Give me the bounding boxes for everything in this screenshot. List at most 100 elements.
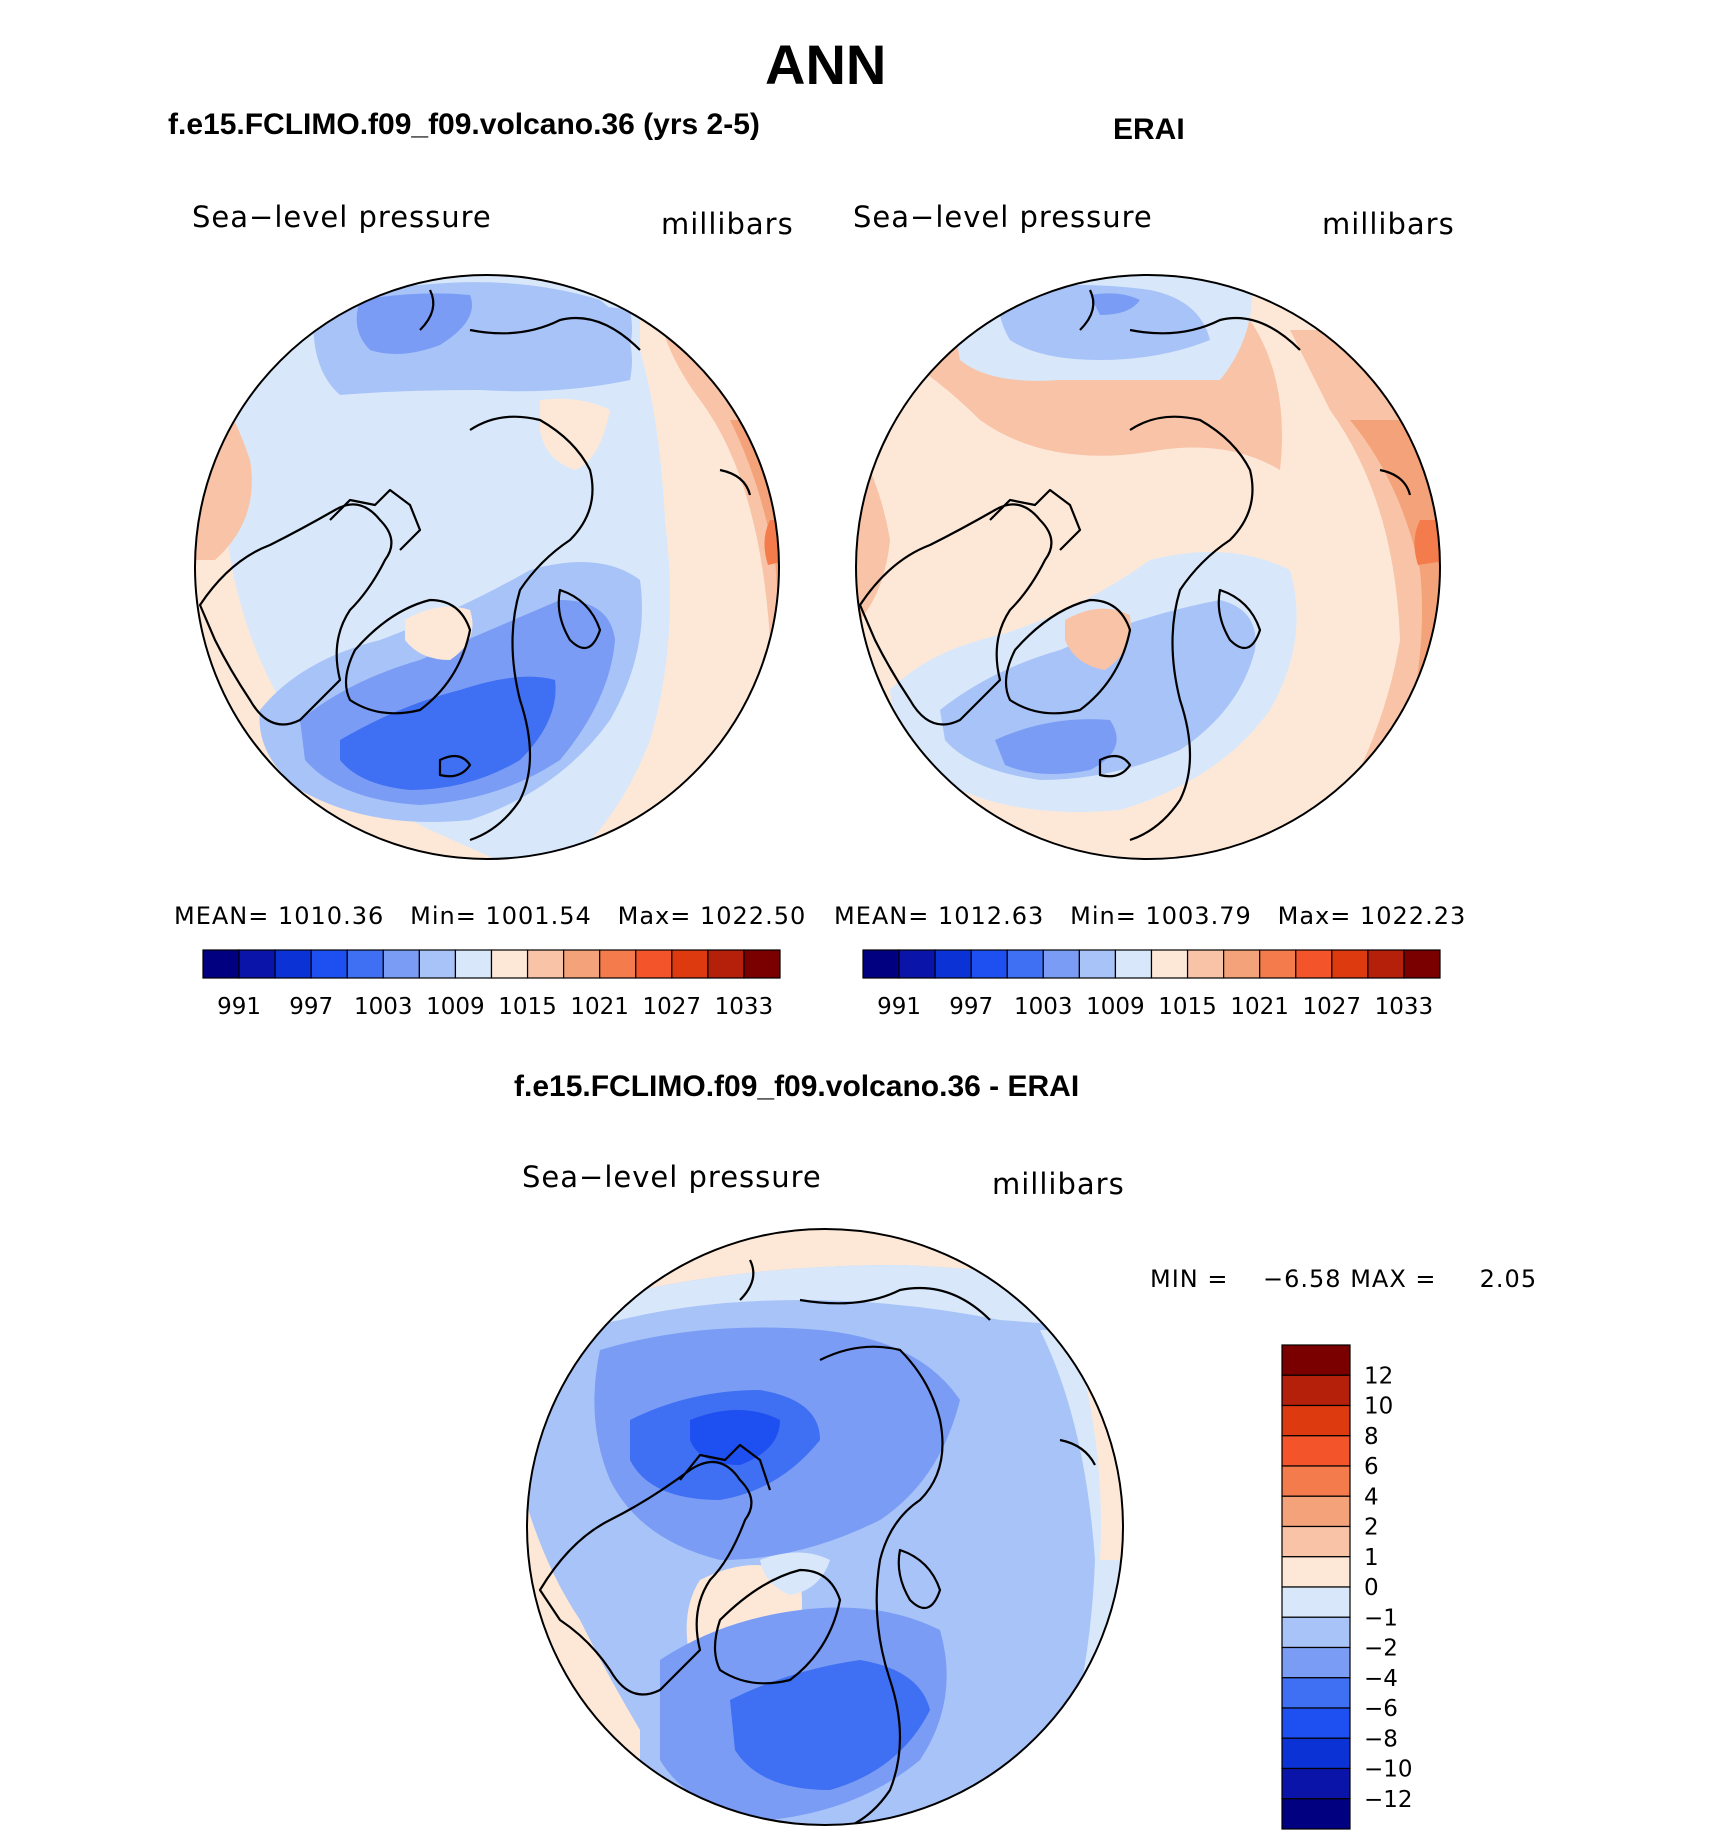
obs-colorbar-cell	[1006, 949, 1044, 979]
obs-colorbar-cell	[1403, 949, 1441, 979]
obs-variable-label: Sea−level pressure	[853, 200, 1153, 234]
model-colorbar-cell	[743, 949, 781, 979]
diff-colorbar-tick-label: −4	[1364, 1666, 1398, 1692]
obs-colorbar-cell	[1078, 949, 1117, 979]
obs-min-label: Min=	[1070, 902, 1137, 930]
model-colorbar-cell	[346, 949, 384, 979]
obs-units-label: millibars	[1322, 207, 1455, 241]
obs-colorbar-tick-label: 1009	[1086, 994, 1145, 1020]
model-colorbar: 991 997 1003 1009 1015 1021 1027 1033	[202, 949, 781, 1020]
obs-colorbar-tick-label: 1033	[1375, 994, 1434, 1020]
model-case-title: f.e15.FCLIMO.f09_f09.volcano.36 (yrs 2-5…	[168, 108, 760, 141]
obs-colorbar-cell	[862, 949, 900, 979]
model-colorbar-tick-label: 1009	[426, 994, 485, 1020]
model-colorbar-cell	[418, 949, 457, 979]
diff-colorbar-cell	[1281, 1435, 1351, 1467]
obs-colorbar-cell	[1114, 949, 1153, 979]
model-mean-value: 1010.36	[278, 902, 385, 930]
obs-colorbar-cell	[898, 949, 936, 979]
diff-colorbar-cell	[1281, 1374, 1351, 1407]
obs-colorbar-cell	[1259, 949, 1297, 979]
model-colorbar-tick-label: 1003	[354, 994, 413, 1020]
diff-colorbar-cell	[1281, 1404, 1351, 1437]
diff-colorbar-cell	[1281, 1677, 1351, 1709]
diff-coastlines	[538, 1259, 1096, 1825]
obs-colorbar-cell	[1186, 949, 1225, 979]
diff-colorbar-tick-label: 0	[1364, 1575, 1379, 1601]
model-colorbar-cell	[635, 949, 673, 979]
diff-colorbar-cell	[1281, 1737, 1351, 1770]
model-colorbar-tick-label: 1015	[498, 994, 557, 1020]
diff-colorbar-cell	[1281, 1646, 1351, 1679]
diff-variable-label: Sea−level pressure	[522, 1160, 822, 1194]
diff-max-value: 2.05	[1479, 1265, 1538, 1293]
diff-slp-map	[527, 1229, 1123, 1825]
page-title: ANN	[765, 33, 887, 96]
diff-colorbar-tick-label: −2	[1364, 1636, 1398, 1662]
model-max-value: 1022.50	[700, 902, 807, 930]
model-max-label: Max=	[617, 902, 692, 930]
model-colorbar-tick-label: 991	[217, 994, 261, 1020]
obs-colorbar-cell	[1042, 949, 1080, 979]
obs-max-value: 1022.23	[1360, 902, 1467, 930]
model-colorbar-tick-label: 997	[289, 994, 333, 1020]
diff-colorbar-tick-label: 1	[1364, 1545, 1379, 1571]
obs-colorbar: 991 997 1003 1009 1015 1021 1027 1033	[862, 949, 1441, 1020]
model-colorbar-cell	[202, 949, 240, 979]
diff-colorbar-tick-label: 4	[1364, 1484, 1379, 1510]
diff-max-label: MAX =	[1350, 1265, 1437, 1293]
model-colorbar-cell	[599, 949, 637, 979]
obs-colorbar-tick-label: 1015	[1158, 994, 1217, 1020]
obs-colorbar-cell	[1331, 949, 1369, 979]
model-units-label: millibars	[661, 207, 794, 241]
model-colorbar-tick-label: 1027	[643, 994, 702, 1020]
diff-colorbar-cell	[1281, 1798, 1351, 1830]
diff-colorbar-cell	[1281, 1586, 1351, 1618]
diff-colorbar-cell	[1281, 1767, 1351, 1800]
model-min-value: 1001.54	[485, 902, 592, 930]
diff-colorbar-cell	[1281, 1556, 1351, 1588]
obs-mean-label: MEAN=	[834, 902, 930, 930]
obs-slp-map	[856, 275, 1440, 859]
diff-min-value: −6.58	[1263, 1265, 1342, 1293]
diff-colorbar-tick-label: −6	[1364, 1696, 1398, 1722]
obs-min-value: 1003.79	[1145, 902, 1252, 930]
diff-colorbar-tick-label: 12	[1364, 1363, 1393, 1389]
diff-colorbar-cell	[1281, 1495, 1351, 1528]
obs-colorbar-tick-label: 997	[949, 994, 993, 1020]
model-colorbar-cell	[310, 949, 348, 979]
diff-units-label: millibars	[992, 1167, 1125, 1201]
obs-colorbar-cell	[934, 949, 972, 979]
diff-colorbar-tick-label: 2	[1364, 1515, 1379, 1541]
model-colorbar-cell	[707, 949, 745, 979]
obs-colorbar-cell	[1295, 949, 1333, 979]
model-colorbar-tick-label: 1021	[570, 994, 629, 1020]
model-mean-label: MEAN=	[174, 902, 270, 930]
diff-colorbar-cell	[1281, 1344, 1351, 1376]
diff-colorbar-cell	[1281, 1616, 1351, 1649]
model-colorbar-cell	[382, 949, 420, 979]
diff-min-label: MIN =	[1150, 1265, 1229, 1293]
model-variable-label: Sea−level pressure	[192, 200, 492, 234]
obs-colorbar-cell	[970, 949, 1008, 979]
obs-colorbar-tick-label: 1027	[1303, 994, 1362, 1020]
diff-colorbar-tick-label: −12	[1364, 1787, 1413, 1813]
model-colorbar-cell	[454, 949, 493, 979]
diff-colorbar-tick-label: −1	[1364, 1605, 1398, 1631]
diff-colorbar-tick-label: 10	[1364, 1394, 1393, 1420]
model-colorbar-tick-label: 1033	[715, 994, 774, 1020]
obs-coastlines	[858, 289, 1412, 842]
diff-stats: MIN = −6.58 MAX = 2.05	[1150, 1265, 1537, 1293]
diff-colorbar-cell	[1281, 1525, 1351, 1558]
obs-colorbar-cell	[1150, 949, 1189, 979]
model-colorbar-cell	[671, 949, 709, 979]
model-colorbar-cell	[490, 949, 529, 979]
model-colorbar-cell	[526, 949, 565, 979]
diff-colorbar-cell	[1281, 1465, 1351, 1497]
obs-case-title: ERAI	[1113, 113, 1185, 146]
diff-colorbar-tick-label: 8	[1364, 1424, 1379, 1450]
obs-mean-value: 1012.63	[938, 902, 1045, 930]
obs-colorbar-tick-label: 1003	[1014, 994, 1073, 1020]
